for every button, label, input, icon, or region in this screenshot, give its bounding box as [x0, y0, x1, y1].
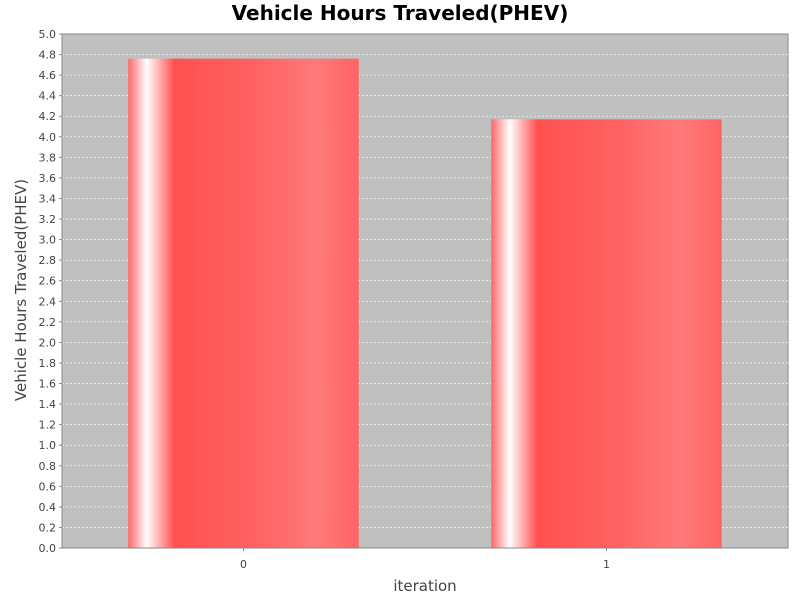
y-tick-label: 3.4 — [39, 192, 57, 205]
y-tick-label: 1.8 — [39, 357, 57, 370]
y-axis-ticks: 0.0 0.2 0.4 0.6 0.8 1.0 1.2 1.4 1.6 1.8 2.0 2.2 2.4 2… — [39, 28, 62, 555]
y-tick-label: 4.2 — [39, 110, 57, 123]
y-tick-label: 1.0 — [39, 439, 57, 452]
y-tick-label: 0.6 — [39, 480, 57, 493]
y-tick-label: 3.0 — [39, 234, 57, 247]
x-axis-label: iteration — [393, 577, 456, 595]
y-tick-label: 2.2 — [39, 316, 57, 329]
y-tick-label: 3.2 — [39, 213, 57, 226]
y-tick-label: 3.8 — [39, 151, 57, 164]
y-tick-label: 1.2 — [39, 419, 57, 432]
bars — [128, 58, 722, 549]
y-tick-label: 0.0 — [39, 542, 57, 555]
y-tick-label: 2.6 — [39, 275, 57, 288]
y-tick-label: 0.4 — [39, 501, 57, 514]
chart-title: Vehicle Hours Traveled(PHEV) — [232, 1, 569, 25]
x-tick-label: 0 — [240, 558, 247, 571]
x-tick-label: 1 — [603, 558, 610, 571]
y-tick-label: 2.8 — [39, 254, 57, 267]
y-axis-label: Vehicle Hours Traveled(PHEV) — [12, 179, 30, 401]
y-tick-label: 1.6 — [39, 378, 57, 391]
bar-iteration-1 — [491, 119, 722, 548]
y-tick-label: 4.0 — [39, 131, 57, 144]
y-tick-label: 0.2 — [39, 521, 57, 534]
y-tick-label: 4.4 — [39, 90, 57, 103]
y-tick-label: 3.6 — [39, 172, 57, 185]
y-tick-label: 2.0 — [39, 336, 57, 349]
y-tick-label: 0.8 — [39, 460, 57, 473]
y-tick-label: 4.8 — [39, 49, 57, 62]
y-tick-label: 4.6 — [39, 69, 57, 82]
bar-iteration-0 — [128, 58, 359, 549]
y-tick-label: 5.0 — [39, 28, 57, 41]
y-tick-label: 1.4 — [39, 398, 57, 411]
y-tick-label: 2.4 — [39, 295, 57, 308]
